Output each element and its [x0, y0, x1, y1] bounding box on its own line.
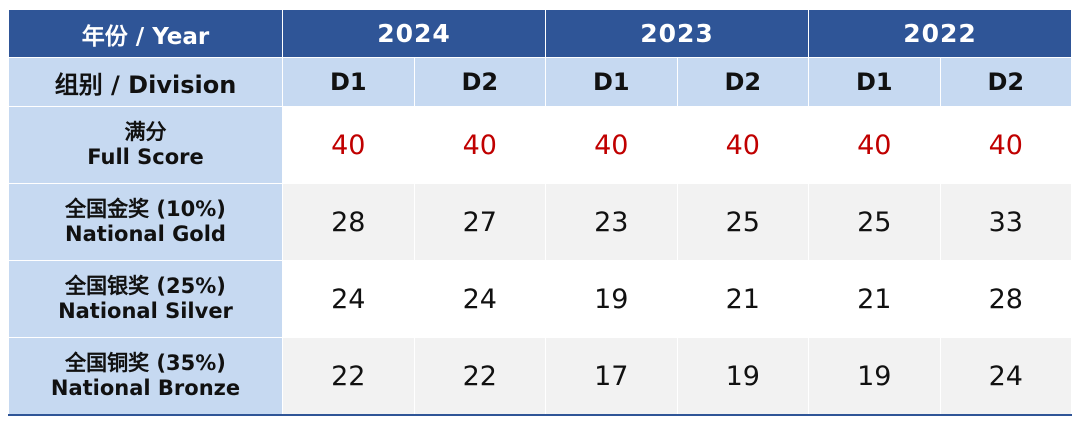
table-row: 满分 Full Score 40 40 40 40 40 40 [8, 106, 1072, 184]
row-label: 全国银奖 (25%) National Silver [8, 260, 283, 338]
score-cell: 25 [808, 183, 941, 261]
row-label-en: National Gold [65, 222, 226, 246]
table-row: 全国银奖 (25%) National Silver 24 24 19 21 21 28 [8, 260, 1072, 338]
row-label-en: Full Score [87, 145, 204, 169]
row-label-cn: 全国金奖 (10%) [65, 197, 226, 221]
score-cell: 27 [413, 183, 546, 261]
year-label: 年份 / Year [8, 9, 283, 58]
row-label-en: National Silver [58, 299, 233, 323]
score-cell: 40 [808, 106, 941, 184]
score-cell: 22 [282, 337, 415, 415]
table-row: 全国金奖 (10%) National Gold 28 27 23 25 25 33 [8, 183, 1072, 261]
row-label-cn: 满分 [124, 120, 167, 144]
row-label: 全国铜奖 (35%) National Bronze [8, 337, 283, 415]
division: D1 [545, 57, 678, 107]
score-cell: 40 [282, 106, 415, 184]
score-table: 年份 / Year 2024 2023 2022 组别 / Division D… [8, 9, 1072, 415]
division: D2 [413, 57, 546, 107]
score-cell: 33 [939, 183, 1072, 261]
score-cell: 40 [939, 106, 1072, 184]
score-cell: 19 [808, 337, 941, 415]
row-label: 满分 Full Score [8, 106, 283, 184]
bottom-border [8, 414, 1072, 416]
score-cell: 28 [282, 183, 415, 261]
row-label: 全国金奖 (10%) National Gold [8, 183, 283, 261]
score-cell: 25 [676, 183, 809, 261]
score-cell: 19 [676, 337, 809, 415]
score-cell: 21 [676, 260, 809, 338]
score-cell: 23 [545, 183, 678, 261]
division: D2 [939, 57, 1072, 107]
score-cell: 40 [676, 106, 809, 184]
score-cell: 19 [545, 260, 678, 338]
year-2022: 2022 [808, 9, 1072, 58]
year-2024: 2024 [282, 9, 546, 58]
score-cell: 24 [413, 260, 546, 338]
row-label-en: National Bronze [50, 376, 241, 400]
table-row: 全国铜奖 (35%) National Bronze 22 22 17 19 19 24 [8, 337, 1072, 415]
score-cell: 40 [413, 106, 546, 184]
score-cell: 24 [282, 260, 415, 338]
score-cell: 24 [939, 337, 1072, 415]
score-cell: 28 [939, 260, 1072, 338]
year-header-row: 年份 / Year 2024 2023 2022 [8, 9, 1072, 58]
row-label-cn: 全国银奖 (25%) [65, 274, 226, 298]
division: D2 [676, 57, 809, 107]
year-2023: 2023 [545, 9, 809, 58]
score-cell: 21 [808, 260, 941, 338]
division-label: 组别 / Division [8, 57, 283, 107]
score-cell: 22 [413, 337, 546, 415]
division: D1 [282, 57, 415, 107]
division: D1 [808, 57, 941, 107]
score-cell: 40 [545, 106, 678, 184]
division-header-row: 组别 / Division D1 D2 D1 D2 D1 D2 [8, 57, 1072, 107]
score-cell: 17 [545, 337, 678, 415]
row-label-cn: 全国铜奖 (35%) [65, 351, 226, 375]
